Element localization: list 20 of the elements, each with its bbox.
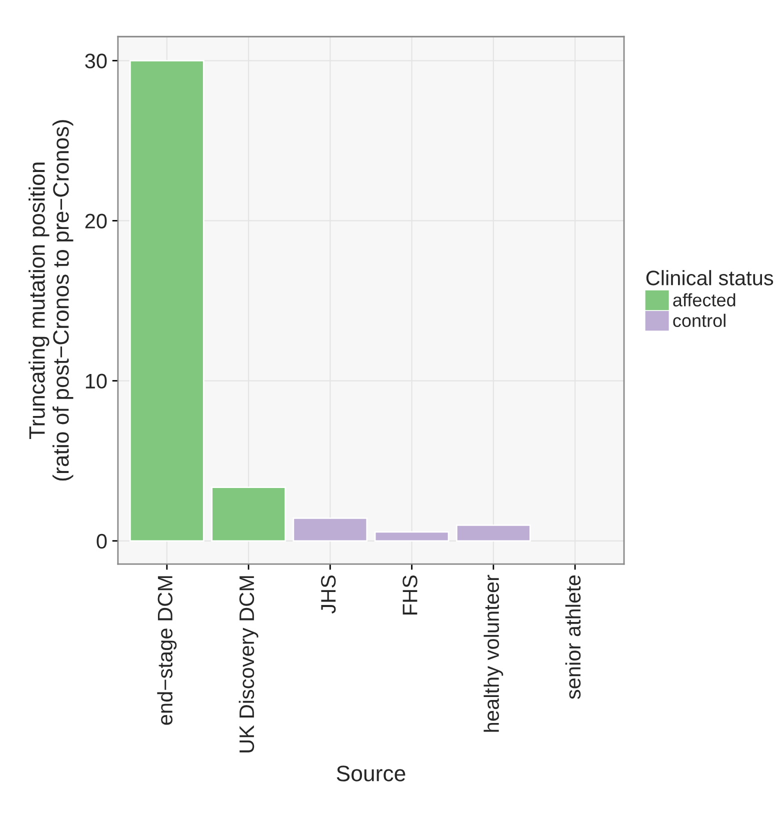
bar [129, 60, 204, 542]
y-tick-label: 0 [96, 534, 107, 549]
y-tick-label: 10 [86, 374, 107, 389]
x-tick-label: senior athlete [565, 575, 581, 700]
legend-label: control [673, 314, 726, 328]
x-axis-title: Source [336, 766, 406, 782]
bar [292, 517, 368, 542]
bar [211, 486, 286, 542]
bar [374, 531, 450, 542]
bar [456, 524, 531, 542]
x-tick-label: FHS [402, 575, 418, 614]
y-axis-title: Truncating mutation position (ratio of post−Cronos to pre−Cronos) [28, 120, 74, 481]
y-tick-label: 20 [85, 214, 107, 228]
y-tick-label: 30 [85, 54, 107, 68]
x-tick-label: JHS [321, 575, 336, 614]
x-tick-label: end−stage DCM [157, 576, 177, 725]
x-tick-label: healthy volunteer [484, 574, 504, 732]
x-tick-label: UK Discovery DCM [238, 576, 258, 752]
legend-title: Clinical status [646, 270, 774, 286]
legend-label: affected [673, 293, 736, 306]
